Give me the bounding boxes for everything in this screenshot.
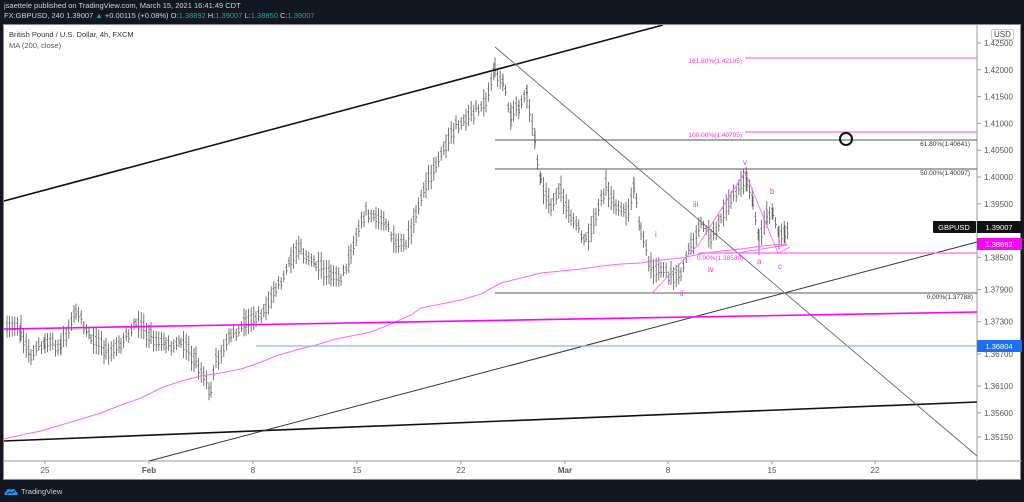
price-change: +0.00115 (+0.08%) xyxy=(104,11,169,20)
price-tick-label: 1.42000 xyxy=(984,66,1013,75)
symbol-interval: FX:GBPUSD, 240 xyxy=(4,11,65,20)
time-tick-label: 25 xyxy=(41,466,50,475)
wave-c-channel xyxy=(736,244,788,254)
target-circle xyxy=(839,132,853,146)
wave-v-zigzag xyxy=(651,171,791,294)
wave-label-b: b xyxy=(770,187,775,196)
wave-label-a: a xyxy=(757,257,762,266)
wave-label-ii: ii xyxy=(680,289,684,298)
price-tick-label: 1.40500 xyxy=(984,146,1013,155)
indicator-label: MA (200, close) xyxy=(9,41,62,50)
ma-price-tag: 1.38692 xyxy=(977,238,1022,250)
high-value: 1.39007 xyxy=(215,11,243,20)
fib-label-100: 100.00%(1.40795) xyxy=(689,132,743,139)
wave-label-iv: iv xyxy=(708,265,714,274)
high-label: H: xyxy=(207,11,216,20)
time-tick-label: 15 xyxy=(353,466,362,475)
ohlc-bars xyxy=(5,57,789,401)
price-chart[interactable]: 161.80%(1.42195) 100.00%(1.40795) 61.80%… xyxy=(4,25,1022,481)
tradingview-logo[interactable]: TradingView xyxy=(4,487,62,496)
fib-ext-label-0: 0.00%(1.38530) xyxy=(697,255,743,262)
price-tick-label: 1.41500 xyxy=(984,93,1013,102)
symbol-price-tag: GBPUSD 1.39007 xyxy=(933,221,1022,233)
symbol-tag: GBPUSD xyxy=(938,223,970,232)
price-tick-label: 1.37300 xyxy=(984,318,1013,327)
time-tick-label: 22 xyxy=(871,466,880,475)
symbol-quote-line: FX:GBPUSD, 240 1.39007 ▲ +0.00115 (+0.08… xyxy=(4,11,1020,21)
lower-channel-trendline xyxy=(4,401,978,442)
close-label: C: xyxy=(279,11,288,20)
wave-label-i: i xyxy=(655,230,657,239)
brand-text: TradingView xyxy=(21,486,63,496)
publisher-line: jsaettele published on TradingView.com, … xyxy=(4,1,241,10)
fib-label-50: 50.00%(1.40097) xyxy=(920,170,970,177)
chart-legend: British Pound / U.S. Dollar, 4h, FXCM MA… xyxy=(9,29,134,51)
footer: TradingView xyxy=(0,480,1024,502)
fib-label-161: 161.80%(1.42195) xyxy=(689,58,743,65)
wave-label-iii: iii xyxy=(693,200,699,209)
open-label: O: xyxy=(170,11,179,20)
chart-pane[interactable]: 161.80%(1.42195) 100.00%(1.40795) 61.80%… xyxy=(3,24,1022,481)
price-tick-label: 1.41000 xyxy=(984,119,1013,128)
wave-label-c: c xyxy=(778,262,782,271)
price-tick-label: 1.35600 xyxy=(984,409,1013,418)
price-tick-label: 1.36100 xyxy=(984,382,1013,391)
time-tick-label: 8 xyxy=(251,466,256,475)
low-label: L: xyxy=(244,11,251,20)
time-tick-label: Mar xyxy=(558,466,572,475)
price-tick-label: 1.36700 xyxy=(984,350,1013,359)
ma-200-line xyxy=(4,243,788,440)
last-price: 1.39007 xyxy=(66,11,94,20)
up-arrow-icon: ▲ xyxy=(95,11,103,20)
price-tick-label: 1.40000 xyxy=(984,173,1013,182)
blue-level-value: 1.36804 xyxy=(985,342,1012,351)
price-tick-label: 1.39500 xyxy=(984,200,1013,209)
last-price-tag: 1.39007 xyxy=(985,223,1012,232)
fib-label-618: 61.80%(1.40641) xyxy=(920,141,970,148)
price-tick-label: 1.38500 xyxy=(984,253,1013,262)
time-tick-label: 22 xyxy=(457,466,466,475)
series-title: British Pound / U.S. Dollar, 4h, FXCM xyxy=(9,30,134,39)
rising-trendline xyxy=(148,241,978,462)
cloud-logo-icon xyxy=(4,488,18,495)
upper-channel-trendline xyxy=(4,25,664,202)
price-tick-label: 1.35150 xyxy=(984,433,1013,442)
low-value: 1.38850 xyxy=(250,11,278,20)
time-axis[interactable]: 25 Feb 8 15 22 Mar 8 15 22 xyxy=(41,461,880,475)
magenta-support-line xyxy=(4,311,978,330)
time-tick-label: 8 xyxy=(666,466,671,475)
chart-header: jsaettele published on TradingView.com, … xyxy=(0,0,1024,22)
ma-value-tag: 1.38692 xyxy=(985,240,1012,249)
price-tick-label: 1.37900 xyxy=(984,286,1013,295)
open-value: 1.38892 xyxy=(178,11,206,20)
time-tick-label: 15 xyxy=(768,466,777,475)
descending-trendline xyxy=(494,46,978,457)
time-tick-label: Feb xyxy=(142,466,156,475)
price-tick-label: 1.42500 xyxy=(984,39,1013,48)
blue-level-tag: 1.36804 xyxy=(977,340,1022,352)
currency-badge[interactable]: USD xyxy=(991,29,1014,40)
wave-label-v: v xyxy=(743,158,747,167)
price-axis[interactable]: 1.42500 1.42000 1.41500 1.41000 1.40500 1.400… xyxy=(977,39,1013,442)
close-value: 1.39007 xyxy=(287,11,315,20)
fib-label-0: 0.00%(1.37788) xyxy=(927,294,973,301)
